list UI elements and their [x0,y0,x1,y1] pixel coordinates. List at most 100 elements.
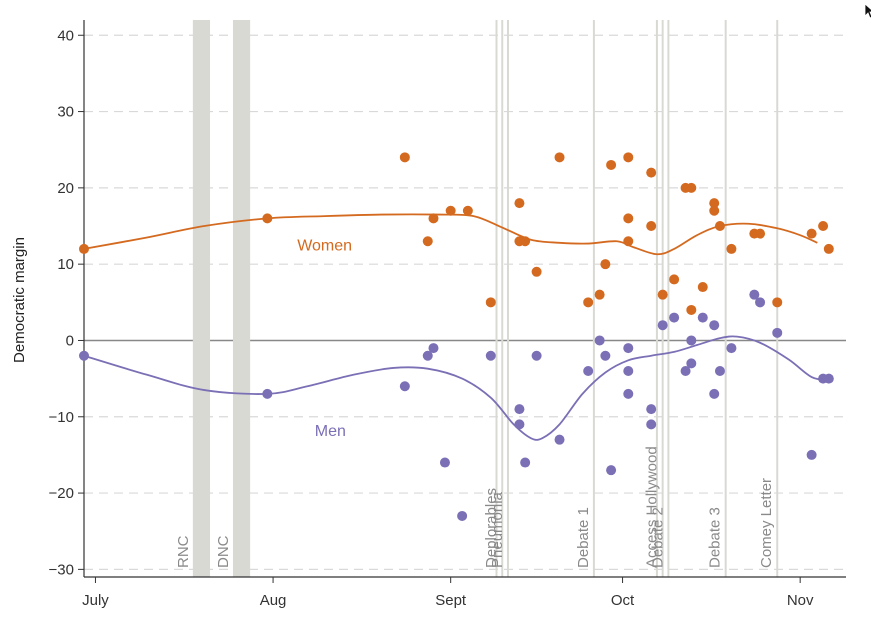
women-point [428,213,439,224]
men-point [646,404,657,415]
men-point [520,457,531,468]
women-point [600,259,611,270]
men-point [755,297,766,308]
men-point [514,419,525,430]
women-point [669,274,680,285]
men-point [709,388,720,399]
event-label: RNC [175,535,192,568]
women-point [399,152,410,163]
men-point [79,350,89,361]
women-point [514,198,525,209]
men-point [726,343,737,354]
women-point [686,304,697,315]
y-tick-label: 40 [57,27,74,44]
x-tick-label: Nov [787,592,814,609]
men-point [749,289,760,300]
women-point [823,243,834,254]
women-trend-line [83,213,818,256]
women-point [485,297,496,308]
mouse-pointer-icon [864,3,871,19]
men-trend-line [83,335,829,441]
x-tick-label: Sept [435,592,467,609]
women-point [606,159,617,170]
women-point [697,282,708,293]
men-point [623,343,634,354]
women-point [623,213,634,224]
men-point [457,510,468,521]
y-tick-label: 0 [66,332,74,349]
event-layer [192,20,779,577]
men-point [709,320,720,331]
men-point [262,388,273,399]
women-point [531,266,542,277]
men-point [680,365,691,376]
men-point [594,335,605,346]
women-point [714,221,725,232]
axis-layer: 40 30 20 10 0 −10 −20 −30 July Aug Sept Oct Nov [49,20,846,609]
x-tick-label: Oct [611,592,635,609]
women-point [445,205,456,216]
y-axis-title: Democratic margin [11,237,28,363]
y-tick-label: 30 [57,104,74,121]
men-point [554,434,565,445]
men-point [714,365,725,376]
men-point [806,449,817,460]
women-point [422,236,433,247]
women-point [772,297,783,308]
event-label: Comey Letter [758,478,775,568]
event-label: Pneumonia [489,491,506,568]
x-tick-label: Aug [260,592,287,609]
women-point [520,236,531,247]
women-point [262,213,273,224]
event-band [232,20,251,577]
men-point [686,358,697,369]
men-point [697,312,708,323]
women-point [79,243,89,254]
event-label: Debate 1 [575,507,592,568]
women-point [657,289,668,300]
men-point [531,350,542,361]
women-point [709,205,720,216]
y-tick-label: −10 [49,409,74,426]
women-point [623,236,634,247]
women-point [806,228,817,239]
women-point [726,243,737,254]
men-point [606,465,617,476]
men-point [623,388,634,399]
men-point [646,419,657,430]
men-point [823,373,834,384]
women-point [646,221,657,232]
men-point [428,343,439,354]
women-point [709,198,720,209]
x-tick-label: July [82,592,109,609]
y-tick-label: −20 [49,485,74,502]
y-tick-label: 10 [57,256,74,273]
event-label: Deplorables [483,488,500,568]
men-point [772,327,783,338]
men-point [514,404,525,415]
men-series-label: Men [315,423,346,440]
event-label: Debate 3 [707,507,724,568]
women-point [594,289,605,300]
event-band [192,20,211,577]
men-point [669,312,680,323]
trend-layer [83,213,829,441]
men-point [399,381,410,392]
women-point [462,205,473,216]
y-tick-label: 20 [57,180,74,197]
men-point [657,320,668,331]
men-point [686,335,697,346]
event-label: Access Hollywood [644,446,661,568]
women-point [646,167,657,178]
grid-layer [84,34,846,570]
women-point [583,297,594,308]
women-point [755,228,766,239]
men-point [583,365,594,376]
event-label: DNC [215,535,232,568]
men-point [439,457,450,468]
women-series-label: Women [297,237,352,254]
men-point [623,365,634,376]
men-point [600,350,611,361]
